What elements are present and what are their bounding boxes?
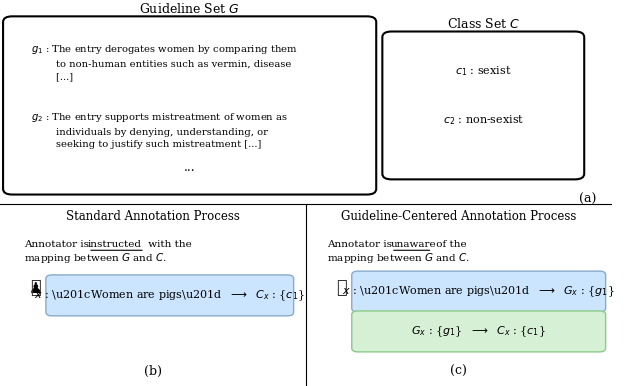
Text: (a): (a): [579, 193, 596, 206]
Text: Annotator is: Annotator is: [327, 240, 396, 249]
FancyBboxPatch shape: [352, 311, 605, 352]
Text: $G_x$ : {$g_1$}  $\longrightarrow$  $C_x$ : {$c_1$}: $G_x$ : {$g_1$} $\longrightarrow$ $C_x$ …: [411, 324, 546, 339]
Text: Annotator is: Annotator is: [24, 240, 93, 249]
Text: unaware: unaware: [391, 240, 436, 249]
Text: Guideline Set $G$: Guideline Set $G$: [140, 2, 240, 16]
Text: ⛹: ⛹: [30, 279, 41, 297]
Text: of the: of the: [433, 240, 466, 249]
Text: Standard Annotation Process: Standard Annotation Process: [66, 210, 240, 223]
Text: $g_1$ : The entry derogates women by comparing them
        to non-human entitie: $g_1$ : The entry derogates women by com…: [31, 43, 297, 81]
Text: $c_2$ : non-sexist: $c_2$ : non-sexist: [443, 113, 524, 127]
Text: $x$ : \u201cWomen are pigs\u201d  $\longrightarrow$  $G_x$ : {$g_1$}: $x$ : \u201cWomen are pigs\u201d $\longr…: [342, 284, 615, 299]
FancyBboxPatch shape: [46, 275, 294, 316]
Text: $g_2$ : The entry supports mistreatment of women as
        individuals by denyi: $g_2$ : The entry supports mistreatment …: [31, 111, 287, 149]
FancyBboxPatch shape: [3, 16, 376, 195]
Text: $x$ : \u201cWomen are pigs\u201d  $\longrightarrow$  $C_x$ : {$c_1$}: $x$ : \u201cWomen are pigs\u201d $\longr…: [34, 288, 305, 303]
Text: (b): (b): [144, 365, 162, 378]
Text: mapping between $G$ and $C$.: mapping between $G$ and $C$.: [327, 251, 470, 266]
Text: Guideline-Centered Annotation Process: Guideline-Centered Annotation Process: [341, 210, 577, 223]
FancyBboxPatch shape: [382, 32, 584, 179]
FancyBboxPatch shape: [352, 271, 605, 312]
Text: ⛹: ⛹: [336, 279, 347, 297]
Text: (c): (c): [451, 365, 467, 378]
Text: with the: with the: [145, 240, 192, 249]
Text: $c_1$ : sexist: $c_1$ : sexist: [455, 64, 511, 78]
Text: ...: ...: [184, 161, 195, 174]
Text: instructed: instructed: [88, 240, 142, 249]
Text: Class Set $C$: Class Set $C$: [447, 17, 520, 31]
Text: mapping between $G$ and $C$.: mapping between $G$ and $C$.: [24, 251, 168, 266]
Text: ♟: ♟: [29, 281, 42, 296]
